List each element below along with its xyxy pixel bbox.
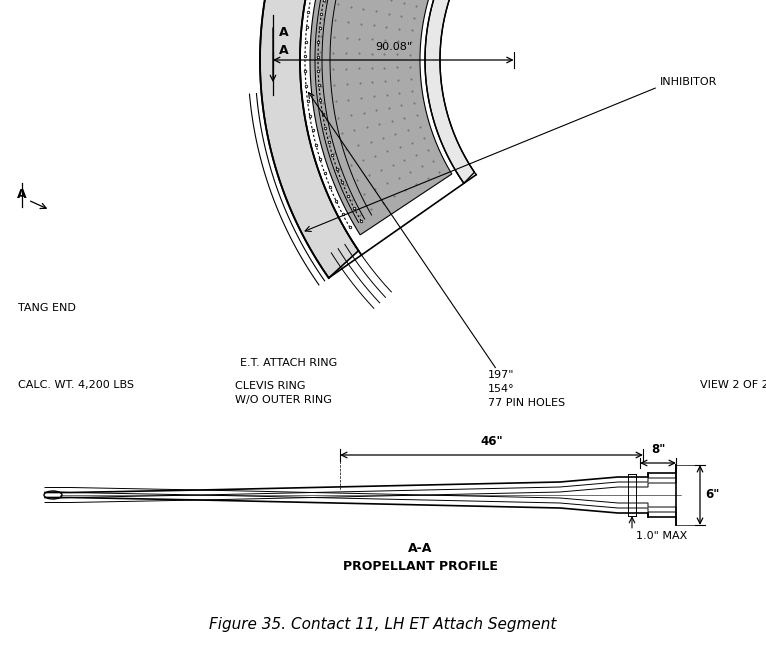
PathPatch shape xyxy=(310,0,537,235)
Text: A-A: A-A xyxy=(408,542,432,555)
Text: CALC. WT. 4,200 LBS: CALC. WT. 4,200 LBS xyxy=(18,380,134,390)
Text: 197"
154°
77 PIN HOLES: 197" 154° 77 PIN HOLES xyxy=(488,370,565,408)
Text: E.T. ATTACH RING: E.T. ATTACH RING xyxy=(240,358,337,368)
PathPatch shape xyxy=(260,0,524,278)
Text: CLEVIS RING
W/O OUTER RING: CLEVIS RING W/O OUTER RING xyxy=(235,381,332,405)
Text: PROPELLANT PROFILE: PROPELLANT PROFILE xyxy=(342,561,497,574)
Text: 46": 46" xyxy=(480,435,502,448)
Text: TANG END: TANG END xyxy=(18,303,76,313)
Text: Figure 35. Contact 11, LH ET Attach Segment: Figure 35. Contact 11, LH ET Attach Segm… xyxy=(209,618,557,633)
Text: 1.0" MAX: 1.0" MAX xyxy=(636,531,687,541)
Text: A: A xyxy=(17,189,27,202)
PathPatch shape xyxy=(425,0,571,184)
Text: A: A xyxy=(279,44,289,57)
Text: 6": 6" xyxy=(705,488,719,501)
Text: 8": 8" xyxy=(651,443,665,456)
Text: INHIBITOR: INHIBITOR xyxy=(660,77,718,87)
Text: VIEW 2 OF 2: VIEW 2 OF 2 xyxy=(700,380,766,390)
Text: 90.08": 90.08" xyxy=(375,42,412,52)
Text: A: A xyxy=(279,27,289,40)
Ellipse shape xyxy=(44,491,62,499)
